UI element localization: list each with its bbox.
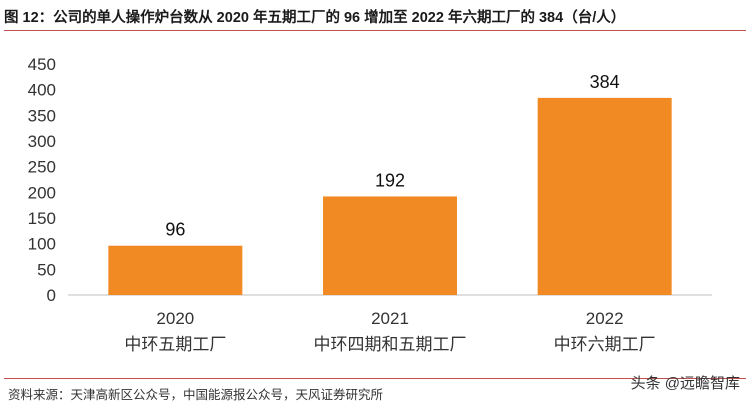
title-divider <box>4 30 746 31</box>
y-tick-label: 0 <box>47 286 56 305</box>
bar-2020 <box>108 245 243 295</box>
y-tick-label: 50 <box>37 260 56 279</box>
x-tick-year: 2020 <box>156 309 194 328</box>
y-tick-label: 450 <box>28 55 56 74</box>
bar-chart: 0 50 100 150 200 250 300 350 400 450 96 2020 中环五期工厂 1… <box>28 55 712 355</box>
data-label: 384 <box>590 72 620 92</box>
y-tick-label: 100 <box>28 235 56 254</box>
watermark: 头条 @远瞻智库 <box>630 375 740 392</box>
x-tick-name: 中环六期工厂 <box>554 335 656 355</box>
x-tick-year: 2022 <box>586 309 624 328</box>
x-tick-name: 中环四期和五期工厂 <box>314 335 467 355</box>
chart-title: 图 12：公司的单人操作炉台数从 2020 年五期工厂的 96 增加至 2022… <box>4 10 626 26</box>
source-divider <box>4 378 746 379</box>
y-tick-label: 200 <box>28 183 56 202</box>
y-tick-label: 250 <box>28 158 56 177</box>
data-label: 192 <box>375 170 405 190</box>
x-tick-name: 中环五期工厂 <box>124 335 226 355</box>
data-label: 96 <box>165 220 185 240</box>
y-tick-label: 400 <box>28 81 56 100</box>
y-tick-label: 150 <box>28 209 56 228</box>
x-tick-year: 2021 <box>371 309 409 328</box>
bar-2021 <box>323 196 457 295</box>
bar-2022 <box>537 97 672 295</box>
source-note: 资料来源：天津高新区公众号，中国能源报公众号，天风证券研究所 <box>8 388 384 402</box>
y-tick-label: 350 <box>28 106 56 125</box>
y-tick-label: 300 <box>28 132 56 151</box>
